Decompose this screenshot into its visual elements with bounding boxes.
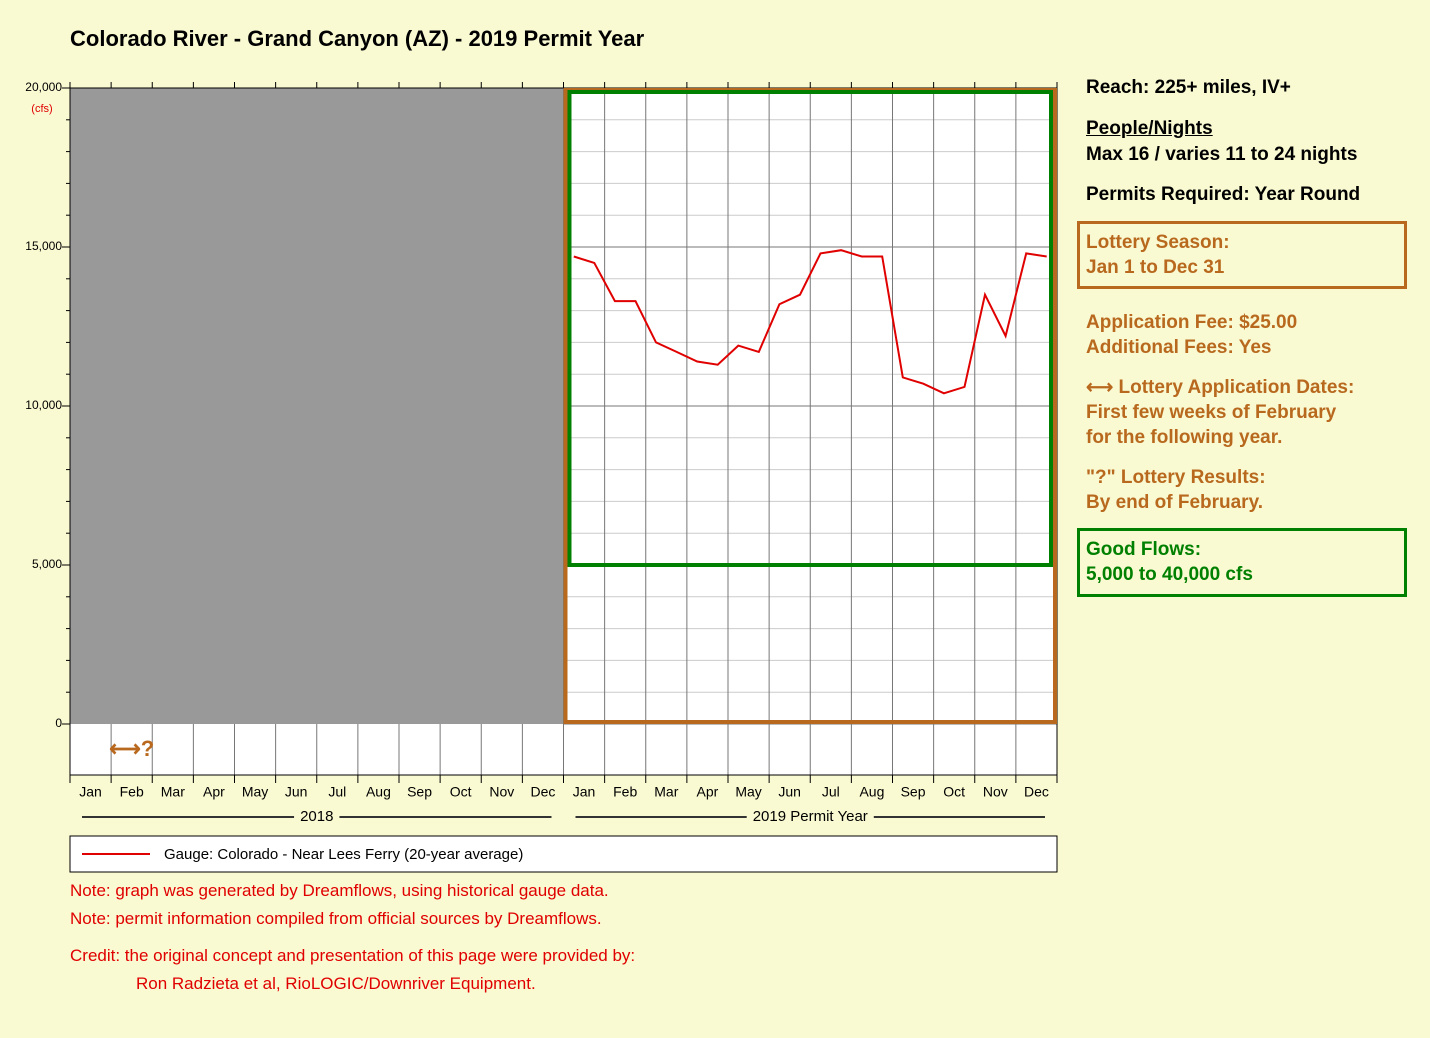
x-tick-label: Mar (161, 784, 185, 800)
legend-label: Gauge: Colorado - Near Lees Ferry (20-ye… (164, 846, 523, 863)
line: "?" Lottery Results: (1086, 467, 1266, 488)
line: for the following year. (1086, 427, 1283, 448)
note: Note: permit information compiled from o… (70, 909, 602, 928)
note: Ron Radzieta et al, RioLOGIC/Downriver E… (136, 974, 536, 993)
line: By end of February. (1086, 492, 1264, 513)
good-flows-box (1077, 528, 1407, 597)
x-tick-label: Apr (697, 784, 719, 800)
lottery-box (1077, 221, 1407, 289)
x-tick-label: May (242, 784, 268, 800)
x-tick-label: Apr (203, 784, 225, 800)
line: Jan 1 to Dec 31 (1086, 257, 1225, 278)
lottery-season: Lottery Season: Jan 1 to Dec 31 (1086, 230, 1230, 280)
x-tick-label: Feb (613, 784, 637, 800)
permits: Permits Required: Year Round (1086, 184, 1361, 205)
chart-title: Colorado River - Grand Canyon (AZ) - 201… (70, 26, 645, 51)
legend (69, 835, 1058, 873)
x-tick-label: Jun (778, 784, 801, 800)
y-tick-label: 5,000 (32, 557, 62, 571)
line: Lottery Season: (1086, 232, 1230, 253)
y-tick-label: 0 (55, 716, 62, 730)
x-tick-label: Oct (450, 784, 472, 800)
x-tick-label: Jul (822, 784, 840, 800)
x-tick-label: Aug (366, 784, 391, 800)
year-label: 2018 (300, 808, 333, 825)
line: ⟷ Lottery Application Dates: (1086, 377, 1355, 398)
x-tick-label: Dec (530, 784, 555, 800)
line: 5,000 to 40,000 cfs (1086, 564, 1253, 585)
x-tick-label: Nov (983, 784, 1008, 800)
line: Application Fee: $25.00 (1086, 312, 1298, 333)
results: "?" Lottery Results: By end of February. (1086, 465, 1266, 515)
x-tick-label: May (735, 784, 761, 800)
fees: Application Fee: $25.00 Additional Fees: … (1086, 310, 1297, 360)
good-flows: Good Flows: 5,000 to 40,000 cfs (1086, 537, 1253, 587)
flow-line (573, 249, 1047, 395)
y-tick-label: 15,000 (25, 239, 62, 253)
x-tick-label: Feb (120, 784, 144, 800)
note: Note: graph was generated by Dreamflows,… (70, 881, 609, 900)
note: Credit: the original concept and present… (70, 946, 636, 965)
x-tick-label: Sep (407, 784, 432, 800)
y-tick-label: 20,000 (25, 80, 62, 94)
line: First few weeks of February (1086, 402, 1337, 423)
x-tick-label: Sep (901, 784, 926, 800)
x-tick-label: Oct (943, 784, 965, 800)
line: Good Flows: (1086, 539, 1202, 560)
x-tick-label: Jul (328, 784, 346, 800)
x-tick-label: Nov (489, 784, 514, 800)
line: Additional Fees: Yes (1086, 337, 1272, 358)
no-data-area (70, 88, 564, 724)
x-tick-label: Mar (654, 784, 678, 800)
good-flows-box (567, 90, 1053, 567)
year-label: 2019 Permit Year (753, 808, 868, 825)
x-tick-label: Jan (79, 784, 102, 800)
x-tick-label: Jun (285, 784, 308, 800)
x-tick-label: Jan (573, 784, 596, 800)
reach: Reach: 225+ miles, IV+ (1086, 77, 1291, 98)
people: Max 16 / varies 11 to 24 nights (1086, 144, 1358, 165)
y-tick-label: 10,000 (25, 398, 62, 412)
x-tick-label: Dec (1024, 784, 1049, 800)
annotation: ⟷? (109, 736, 154, 761)
dates: ⟷ Lottery Application Dates: First few we… (1086, 375, 1354, 450)
people-heading: People/Nights (1086, 118, 1213, 139)
x-tick-label: Aug (859, 784, 884, 800)
y-unit: (cfs) (31, 103, 52, 115)
